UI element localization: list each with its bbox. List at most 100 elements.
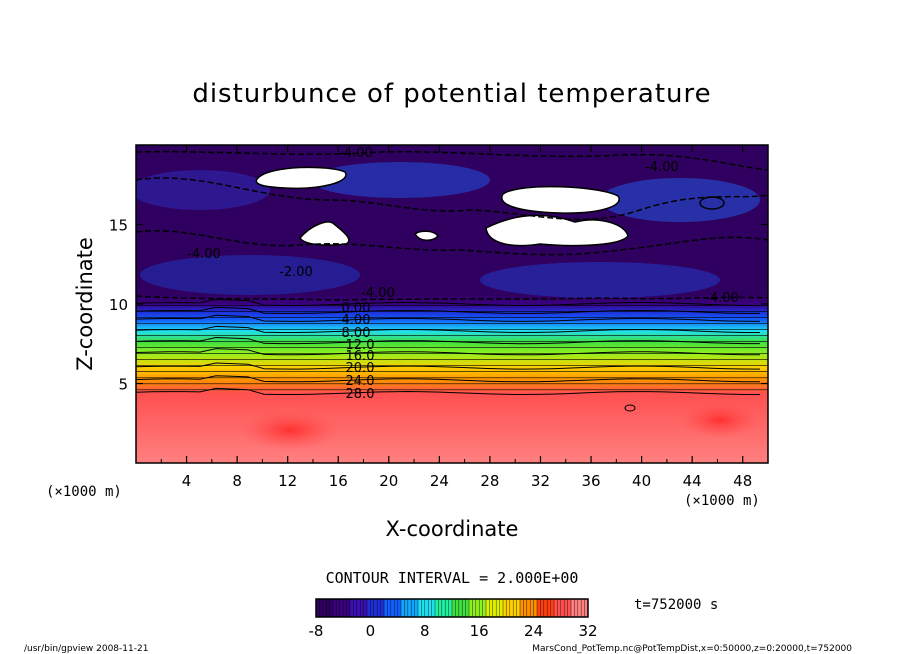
colorbar-cell bbox=[387, 599, 392, 617]
dashed-contour bbox=[136, 150, 768, 171]
colorbar-cell bbox=[482, 599, 487, 617]
colorbar-cell bbox=[445, 599, 449, 617]
colorbar-cell bbox=[346, 599, 351, 617]
colorbar-cell bbox=[431, 599, 436, 617]
cold-region bbox=[136, 170, 270, 210]
footer-left: /usr/bin/gpview 2008-11-21 bbox=[24, 644, 148, 654]
colorbar-cell bbox=[547, 599, 551, 617]
colorbar-cell bbox=[380, 599, 385, 617]
colorbar-cell bbox=[397, 599, 402, 617]
x-tick-label: 36 bbox=[581, 472, 600, 490]
cold-region bbox=[480, 262, 720, 298]
colorbar-cell bbox=[353, 599, 358, 617]
missing-data-patch bbox=[501, 185, 620, 214]
colorbar-tick-label: 0 bbox=[366, 622, 376, 640]
x-axis: 4 8 12 16 20 24 28 32 36 40 44 48 bbox=[160, 145, 752, 490]
cold-region bbox=[140, 255, 360, 295]
colorbar-cell bbox=[435, 599, 439, 617]
missing-data-patch bbox=[299, 221, 350, 246]
x-axis-label: X-coordinate bbox=[386, 517, 519, 541]
colorbar-ticks: -8 0 8 16 24 32 bbox=[309, 622, 598, 640]
y-tick-label: 10 bbox=[109, 296, 128, 314]
colorbar-frame bbox=[315, 598, 589, 618]
x-tick-label: 20 bbox=[379, 472, 398, 490]
colorbar-cell bbox=[540, 599, 545, 617]
colorbar-cell bbox=[333, 599, 337, 617]
colorbar-cell bbox=[567, 599, 572, 617]
x-tick-label: 32 bbox=[531, 472, 550, 490]
contour-label-group: -4.00-4.00-4.00-2.00-4.00 -4.000.004.008.… bbox=[187, 146, 739, 402]
missing-data-patch bbox=[255, 166, 347, 190]
colorbar-cell bbox=[550, 599, 555, 617]
colorbar-cell bbox=[486, 599, 490, 617]
dashed-contour bbox=[699, 196, 725, 210]
colorbar-tick-label: 24 bbox=[524, 622, 543, 640]
colorbar-cell bbox=[571, 599, 575, 617]
chart-title: disturbunce of potential temperature bbox=[192, 79, 711, 109]
time-label: t=752000 s bbox=[634, 597, 718, 613]
colorbar-cell bbox=[370, 599, 375, 617]
contour-line bbox=[136, 387, 760, 396]
colorbar-cell bbox=[452, 599, 456, 617]
colorbar-cell bbox=[384, 599, 388, 617]
colorbar-cell bbox=[492, 599, 497, 617]
colorbar-cell bbox=[509, 599, 514, 617]
colorbar bbox=[315, 599, 589, 617]
plot-area: -4.00-4.00-4.00-2.00-4.00 -4.000.004.008.… bbox=[136, 145, 768, 463]
colorbar-cell bbox=[530, 599, 534, 617]
x-tick-label: 44 bbox=[683, 472, 702, 490]
colorbar-cell bbox=[448, 599, 453, 617]
x-tick-label: 8 bbox=[232, 472, 242, 490]
colorbar-cell bbox=[350, 599, 354, 617]
contour-label: -4.00 bbox=[187, 247, 221, 262]
colorbar-cell bbox=[363, 599, 368, 617]
colorbar-cell bbox=[554, 599, 558, 617]
x-tick-label: 40 bbox=[632, 472, 651, 490]
colorbar-cell bbox=[496, 599, 500, 617]
x-tick-label: 28 bbox=[480, 472, 499, 490]
cold-region bbox=[310, 162, 490, 198]
colorbar-cell bbox=[472, 599, 477, 617]
colorbar-cell bbox=[564, 599, 568, 617]
contour-line bbox=[136, 336, 760, 345]
contour-label: -4.00 bbox=[339, 146, 373, 161]
colorbar-cell bbox=[557, 599, 562, 617]
colorbar-tick-label: 16 bbox=[470, 622, 489, 640]
y-axis-label: Z-coordinate bbox=[73, 237, 97, 371]
contour-lines bbox=[136, 298, 768, 396]
x-tick-label: 48 bbox=[733, 472, 752, 490]
colorbar-cell bbox=[441, 599, 446, 617]
contour-label: 12.0 bbox=[346, 338, 375, 353]
missing-data-patch bbox=[485, 214, 629, 247]
colorbar-tick-label: 8 bbox=[420, 622, 430, 640]
colorbar-cell bbox=[373, 599, 378, 617]
colorbar-cell bbox=[560, 599, 565, 617]
colorbar-cell bbox=[326, 599, 330, 617]
colorbar-cell bbox=[584, 599, 589, 617]
contour-label: 28.0 bbox=[346, 387, 375, 402]
colorbar-cell bbox=[499, 599, 504, 617]
y-tick-label: 5 bbox=[118, 376, 128, 394]
contour-label: -4.00 bbox=[705, 291, 739, 306]
x-tick-label: 4 bbox=[182, 472, 192, 490]
colorbar-cell bbox=[367, 599, 371, 617]
colorbar-cell bbox=[503, 599, 507, 617]
solid-contour bbox=[624, 404, 636, 412]
colorbar-cell bbox=[377, 599, 381, 617]
colorbar-cell bbox=[574, 599, 579, 617]
dashed-contour bbox=[136, 295, 768, 301]
contour-interval: CONTOUR INTERVAL = 2.000E+00 bbox=[326, 569, 579, 587]
colorbar-cell bbox=[418, 599, 422, 617]
colorbar-cell bbox=[438, 599, 443, 617]
colorbar-cell bbox=[401, 599, 405, 617]
warm-core bbox=[240, 410, 340, 450]
colorbar-cell bbox=[533, 599, 538, 617]
colorbar-cell bbox=[329, 599, 334, 617]
colorbar-cell bbox=[404, 599, 409, 617]
colorbar-cell bbox=[577, 599, 582, 617]
x-tick-label: 16 bbox=[329, 472, 348, 490]
colorbar-cell bbox=[356, 599, 361, 617]
colorbar-cell bbox=[414, 599, 419, 617]
contour-label: 24.0 bbox=[346, 374, 375, 389]
